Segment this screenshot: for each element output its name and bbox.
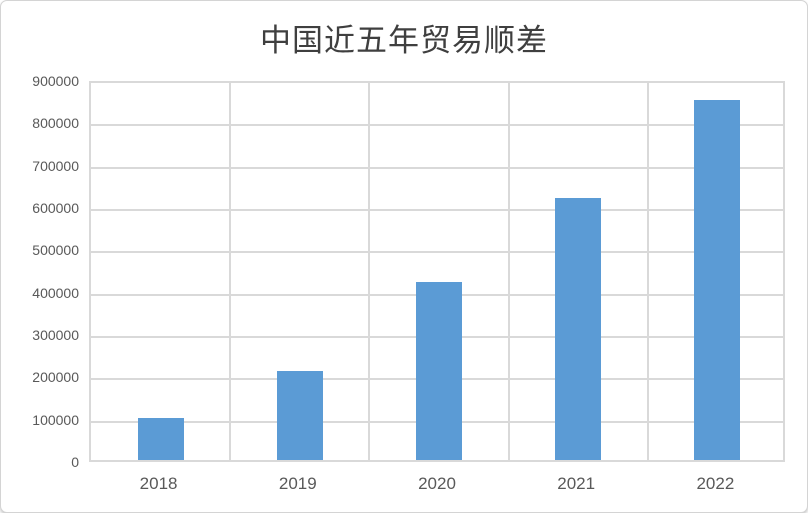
bar-2018 <box>137 417 184 460</box>
chart-title: 中国近五年贸易顺差 <box>260 23 548 59</box>
bar-2020 <box>416 282 462 460</box>
y-axis-tick-label: 200000 <box>32 369 79 386</box>
y-axis-tick-label: 600000 <box>32 200 79 216</box>
vertical-gridline <box>646 83 649 460</box>
y-axis-tick-label: 800000 <box>32 115 79 132</box>
horizontal-gridline <box>91 251 783 254</box>
y-axis-tick-label: 500000 <box>32 242 79 259</box>
x-axis-tick-label: 2018 <box>139 474 178 493</box>
vertical-gridline <box>507 83 510 460</box>
x-axis-tick-label: 2019 <box>278 474 317 493</box>
y-axis-tick-label: 700000 <box>32 157 79 174</box>
horizontal-gridline <box>91 166 783 169</box>
vertical-gridline <box>368 83 371 460</box>
plot-area <box>89 81 785 462</box>
horizontal-gridline <box>91 209 783 211</box>
bar-2019 <box>276 371 323 460</box>
y-axis-tick-label: 400000 <box>32 284 79 301</box>
y-axis-tick-label: 900000 <box>32 73 79 89</box>
y-axis-tick-label: 0 <box>71 454 79 470</box>
x-axis-tick-label: 2021 <box>557 474 596 493</box>
y-axis-tick-label: 300000 <box>32 327 79 343</box>
x-axis-tick-label: 2020 <box>418 474 456 493</box>
bar-2022 <box>694 100 741 460</box>
x-axis-tick-label: 2022 <box>696 474 735 493</box>
bar-2021 <box>555 197 602 460</box>
y-axis-tick-label: 100000 <box>32 411 79 428</box>
horizontal-gridline <box>91 124 783 127</box>
vertical-gridline <box>229 83 232 460</box>
